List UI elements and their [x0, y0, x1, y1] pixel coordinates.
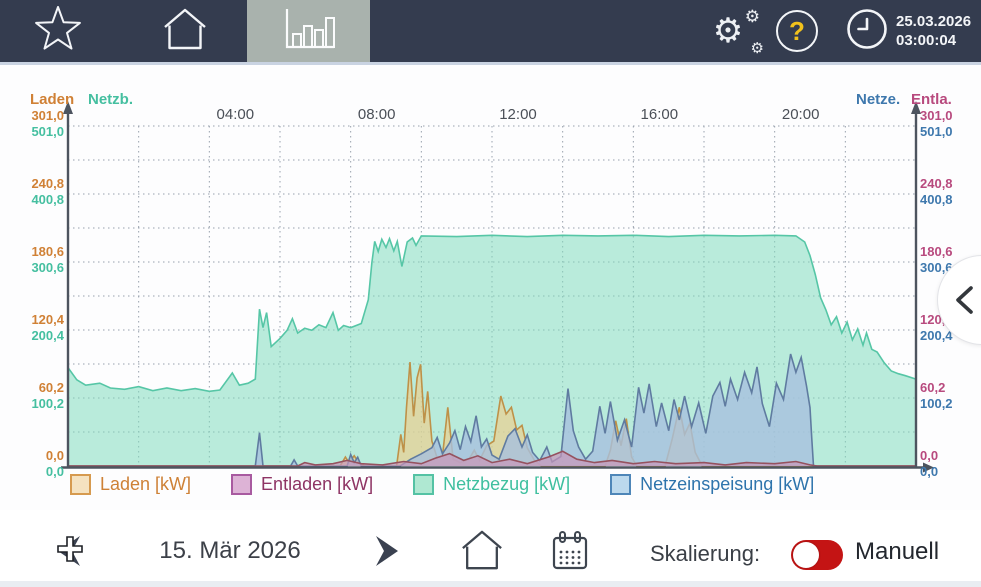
gear-icon: ⚙	[712, 12, 744, 50]
chart-panel: Laden Netzb. Netze. Entla. 04:00 08:00 12:…	[0, 65, 981, 510]
chart-legend: Laden [kW] Entladen [kW] Netzbezug [kW] …	[70, 474, 814, 495]
help-button[interactable]: ?	[772, 0, 822, 62]
time-tick-label: 08:00	[357, 106, 396, 123]
series-area	[68, 235, 916, 466]
legend-swatch-entladen	[231, 474, 253, 495]
chevron-left-icon	[58, 536, 80, 566]
gear-icon-small: ⚙	[744, 7, 760, 26]
time-tick-label: 20:00	[781, 106, 820, 123]
legend-label-laden: Laden [kW]	[100, 474, 192, 494]
footer-bar: 15. Mär 2026	[0, 510, 981, 587]
chart-tab-button-active[interactable]	[247, 0, 370, 62]
star-icon	[34, 5, 82, 58]
home-icon	[162, 6, 208, 57]
calendar-icon	[550, 531, 590, 575]
previous-day-button[interactable]	[52, 534, 84, 571]
legend-swatch-netzeinspeisung	[610, 474, 632, 495]
today-home-button[interactable]	[460, 528, 504, 575]
clock-button[interactable]	[842, 0, 892, 62]
axis-tick-label: 60,2 100,2	[920, 380, 953, 411]
chevron-left-icon	[956, 286, 973, 314]
legend-item-laden[interactable]: Laden [kW]	[70, 474, 191, 495]
series-area	[68, 354, 916, 466]
legend-label-netzeinspeisung: Netzeinspeisung [kW]	[640, 474, 815, 494]
axis-label-netzeinspeisung: Netze.	[856, 91, 901, 108]
axis-label-laden: Laden	[30, 91, 75, 108]
calendar-button[interactable]	[550, 530, 590, 575]
header-bar: ⚙ ⚙ ⚙ ? 25.03.2026 03:00:04	[0, 0, 981, 62]
clock-icon	[845, 7, 889, 56]
legend-item-netzeinspeisung[interactable]: Netzeinspeisung [kW]	[610, 474, 814, 495]
header-separator	[0, 62, 981, 65]
next-day-button[interactable]	[372, 534, 404, 571]
time-tick-label: 12:00	[499, 106, 537, 123]
bar-chart-icon	[280, 6, 338, 57]
series-line	[67, 234, 917, 393]
selected-date-label: 15. Mär 2026	[159, 537, 301, 564]
datetime-display: 25.03.2026 03:00:04	[896, 0, 971, 62]
axis-tick-label: 60,2 100,2	[31, 380, 64, 411]
time-text: 03:00:04	[896, 32, 957, 49]
axis-tick-label: 240,8 400,8	[31, 176, 64, 207]
legend-label-netzbezug: Netzbezug [kW]	[443, 474, 571, 494]
legend-swatch-netzbezug	[413, 474, 435, 495]
home-tab-button[interactable]	[137, 0, 233, 62]
home-icon	[460, 530, 504, 575]
axis-tick-label: 240,8 400,8	[920, 176, 953, 207]
favorites-button[interactable]	[10, 0, 106, 62]
legend-item-netzbezug[interactable]: Netzbezug [kW]	[413, 474, 570, 495]
axis-tick-label: 301,0 501,0	[920, 108, 953, 139]
time-tick-label: 16:00	[640, 106, 679, 123]
scaling-label: Skalierung:	[650, 541, 761, 566]
scaling-toggle[interactable]	[791, 540, 843, 570]
legend-item-entladen[interactable]: Entladen [kW]	[231, 474, 373, 495]
axis-label-entladen: Entla.	[911, 91, 952, 108]
help-icon: ?	[776, 10, 818, 52]
toggle-knob	[793, 542, 819, 568]
chart-canvas	[61, 101, 934, 473]
axis-tick-label: 0,0 0,0	[45, 448, 64, 479]
chevron-right-icon	[376, 536, 398, 566]
series-line	[68, 353, 916, 467]
axis-tick-label: 0,0 0,0	[920, 448, 939, 479]
axis-tick-label: 301,0 501,0	[31, 108, 64, 139]
scaling-value-label: Manuell	[855, 538, 940, 565]
axis-tick-label: 180,6 300,6	[31, 244, 64, 275]
date-text: 25.03.2026	[896, 13, 972, 30]
gear-icon-small: ⚙	[750, 40, 764, 57]
axis-label-netzbezug: Netzb.	[88, 91, 133, 108]
axis-tick-label: 180,6 300,6	[920, 244, 953, 275]
axis-tick-label: 120,4 200,4	[31, 312, 64, 343]
time-tick-label: 04:00	[216, 106, 255, 123]
series-line	[68, 450, 916, 467]
legend-label-entladen: Entladen [kW]	[261, 474, 374, 494]
settings-button[interactable]: ⚙ ⚙ ⚙	[690, 0, 766, 62]
legend-swatch-laden	[70, 474, 91, 495]
series-area	[68, 362, 916, 466]
